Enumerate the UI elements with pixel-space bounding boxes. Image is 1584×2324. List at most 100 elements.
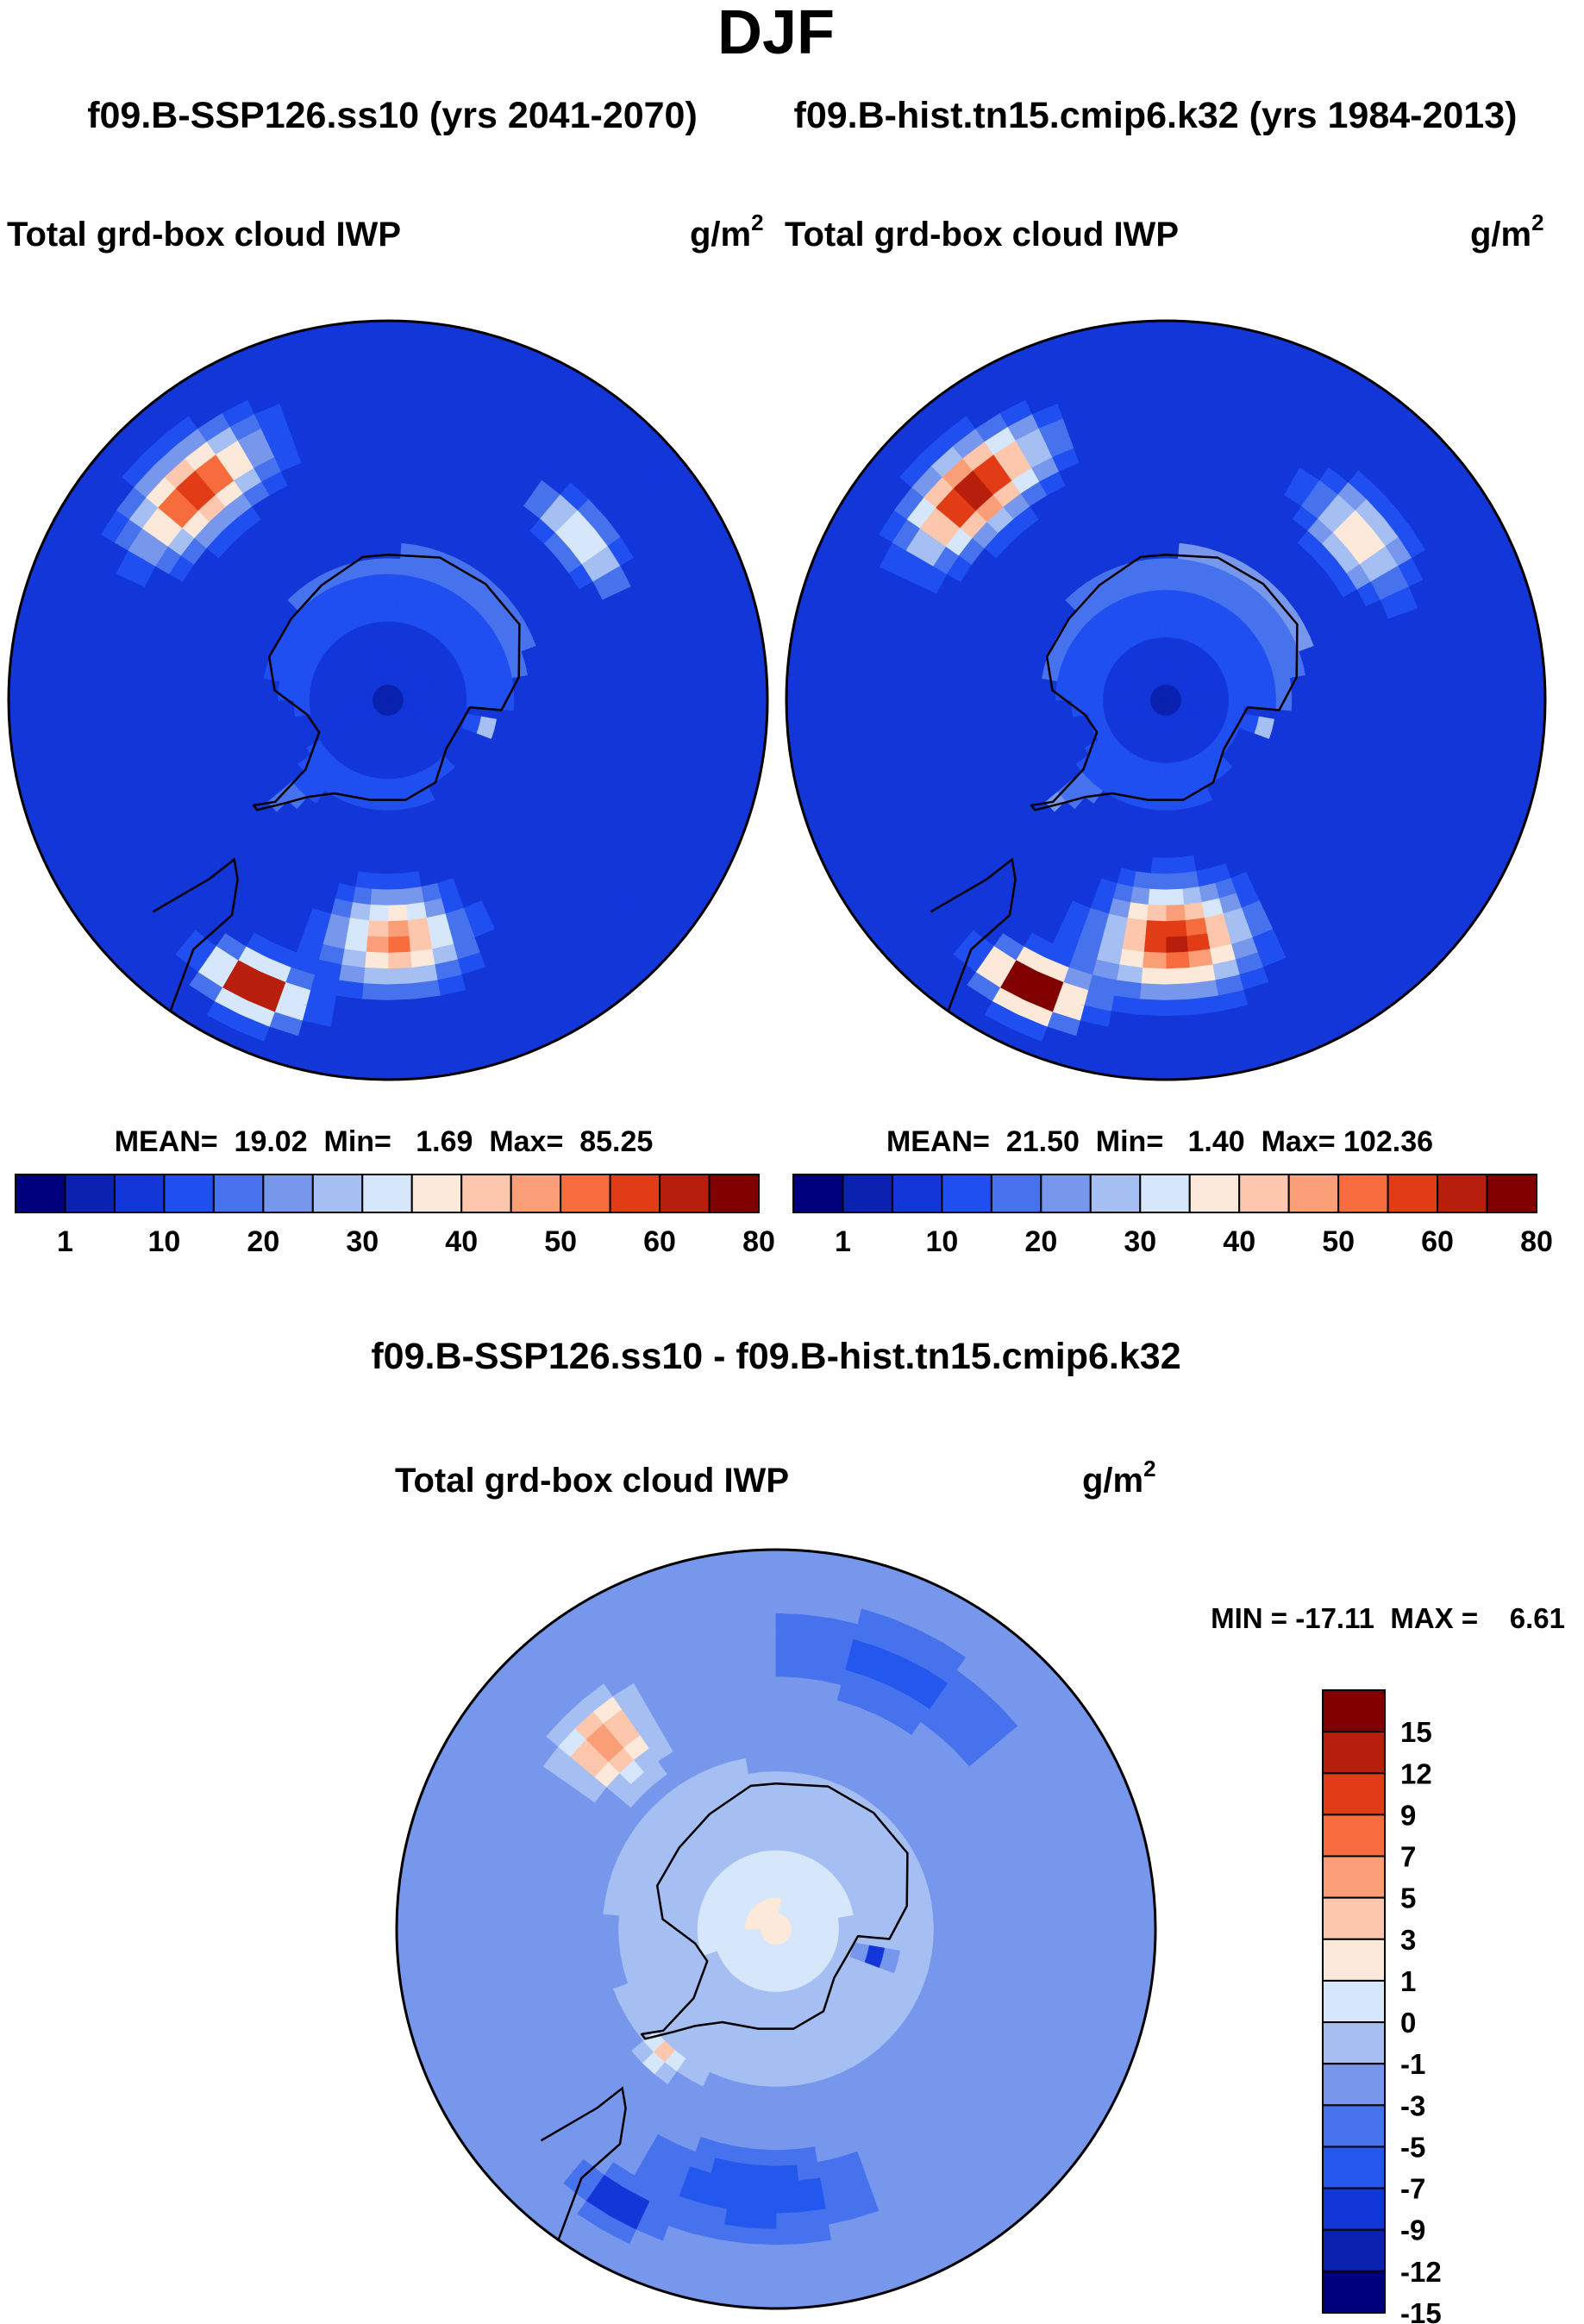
colorbar-tick-label: 40 bbox=[445, 1225, 478, 1258]
field-cell bbox=[1021, 698, 1041, 714]
panel-left-variable: Total grd-box cloud IWP bbox=[7, 216, 401, 254]
colorbar-tick-label: 10 bbox=[925, 1225, 958, 1258]
colorbar-box bbox=[311, 1174, 364, 1213]
colorbar-tick-label: 60 bbox=[643, 1225, 676, 1258]
field-cell bbox=[243, 698, 263, 714]
colorbar-tick-label: 20 bbox=[247, 1225, 279, 1258]
panel-left: Total grd-box cloud IWP g/m2 MEAN= 19.02… bbox=[7, 210, 775, 1258]
field-cell bbox=[9, 663, 27, 701]
field-cell bbox=[1527, 667, 1545, 704]
field-cell bbox=[786, 663, 805, 701]
colorbar-box bbox=[990, 1174, 1042, 1213]
field-cell bbox=[482, 690, 501, 702]
field-cell bbox=[354, 321, 391, 339]
field-cell bbox=[1154, 571, 1168, 591]
field-cell bbox=[1165, 321, 1203, 339]
field-cell bbox=[1164, 794, 1176, 813]
field-cell bbox=[386, 810, 400, 830]
field-cell bbox=[1084, 698, 1104, 708]
colorbar-box bbox=[792, 1174, 844, 1213]
colorbar-box bbox=[361, 1174, 413, 1213]
south-america-coastline bbox=[152, 857, 239, 1012]
field-cell bbox=[749, 699, 767, 737]
antarctica-coastline bbox=[252, 554, 521, 811]
panel-right-stats: MEAN= 21.50 Min= 1.40 Max= 102.36 bbox=[886, 1125, 1433, 1158]
colorbar-box bbox=[941, 1174, 992, 1213]
field-cell bbox=[764, 1800, 778, 1820]
panel-left-stats: MEAN= 19.02 Min= 1.69 Max= 85.25 bbox=[115, 1125, 654, 1158]
field-cell bbox=[901, 1915, 921, 1931]
colorbar-box bbox=[842, 1174, 893, 1213]
colorbar-tick-label: 1 bbox=[835, 1225, 851, 1258]
panel-right-units: g/m2 bbox=[1470, 210, 1544, 254]
field-cell bbox=[1291, 686, 1311, 702]
field-cell bbox=[378, 587, 390, 606]
field-cell bbox=[774, 1991, 784, 2011]
colorbar-box bbox=[1486, 1174, 1537, 1213]
field-cell bbox=[870, 1919, 889, 1931]
panel-diff-map bbox=[397, 1550, 1155, 2308]
colorbar-tick-label: 60 bbox=[1421, 1225, 1454, 1258]
colorbar-box bbox=[1089, 1174, 1142, 1213]
colorbar-box bbox=[1437, 1174, 1488, 1213]
left-case-title: f09.B-SSP126.ss10 (yrs 2041-2070) bbox=[87, 95, 698, 136]
diff-title: f09.B-SSP126.ss10 - f09.B-hist.tn15.cmip… bbox=[371, 1336, 1180, 1377]
field-cell bbox=[275, 698, 294, 711]
season-title: DJF bbox=[717, 0, 835, 67]
field-cell bbox=[386, 762, 396, 782]
field-cell bbox=[379, 603, 390, 623]
field-cell bbox=[306, 698, 326, 708]
field-cell bbox=[768, 1847, 778, 1867]
field-cell bbox=[259, 698, 279, 712]
colorbar-box bbox=[1287, 1174, 1340, 1213]
field-cell bbox=[1164, 762, 1174, 782]
field-cell bbox=[774, 2023, 786, 2042]
colorbar-box bbox=[410, 1174, 463, 1213]
colorbar-box bbox=[560, 1174, 611, 1213]
field-cell bbox=[1155, 587, 1168, 606]
panel-right: Total grd-box cloud IWP g/m2 MEAN= 21.50… bbox=[785, 210, 1553, 1258]
colorbar-tick-label: 20 bbox=[1024, 1225, 1057, 1258]
field-cell bbox=[1158, 618, 1168, 638]
colorbar-box bbox=[1337, 1174, 1389, 1213]
panel-right-map-border bbox=[785, 319, 1547, 1081]
panel-left-colorbar: 1 10 20 30 40 50 60 80 bbox=[15, 1174, 775, 1258]
colorbar-tick-label: 50 bbox=[1322, 1225, 1355, 1258]
panel-diff-units: g/m2 bbox=[1082, 1456, 1156, 1500]
field-cell bbox=[749, 667, 767, 704]
field-cell bbox=[466, 691, 485, 702]
field-cell bbox=[1152, 555, 1168, 575]
antarctica-coastline bbox=[1030, 554, 1299, 811]
field-cell bbox=[1228, 692, 1248, 702]
south-america-coastline bbox=[930, 857, 1017, 1012]
field-cell bbox=[631, 1927, 651, 1943]
colorbar-box bbox=[510, 1174, 562, 1213]
panel-diff-variable: Total grd-box cloud IWP bbox=[395, 1462, 789, 1500]
colorbar-box bbox=[609, 1174, 661, 1213]
field-cell bbox=[450, 692, 470, 702]
field-cell bbox=[513, 686, 533, 702]
colorbar-tick-label: 80 bbox=[742, 1225, 775, 1258]
colorbar-tick-label: 80 bbox=[1520, 1225, 1553, 1258]
colorbar-tick-label: 30 bbox=[346, 1225, 379, 1258]
field-cell bbox=[1036, 698, 1056, 712]
colorbar-box bbox=[262, 1174, 314, 1213]
colorbar-box bbox=[212, 1174, 265, 1213]
colorbar-box bbox=[1040, 1174, 1092, 1213]
panel-left-units: g/m2 bbox=[690, 210, 764, 254]
field-cell bbox=[1164, 825, 1180, 845]
panel-right-colorbar: 1 10 20 30 40 50 60 80 bbox=[792, 1174, 1553, 1258]
colorbar-box bbox=[64, 1174, 116, 1213]
colorbar-box bbox=[891, 1174, 943, 1213]
colorbar-box bbox=[1387, 1174, 1439, 1213]
colorbar-tick-label: 30 bbox=[1124, 1225, 1156, 1258]
colorbar-box bbox=[15, 1174, 66, 1213]
field-cell bbox=[1243, 691, 1263, 702]
colorbar-box bbox=[659, 1174, 711, 1213]
field-cell bbox=[1164, 778, 1175, 798]
field-cell bbox=[766, 1816, 778, 1835]
field-cell bbox=[387, 321, 425, 339]
field-cell bbox=[1132, 321, 1169, 339]
field-cell bbox=[774, 2007, 786, 2026]
colorbar-box bbox=[708, 1174, 760, 1213]
